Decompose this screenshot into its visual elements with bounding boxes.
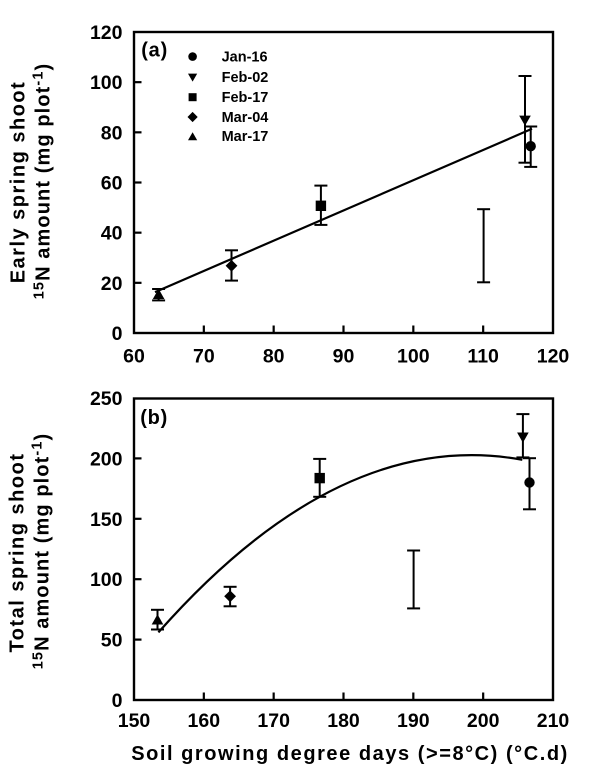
svg-text:15N amount (mg plot-1): 15N amount (mg plot-1) — [29, 433, 53, 670]
svg-text:70: 70 — [193, 345, 215, 367]
svg-text:(b): (b) — [140, 407, 168, 429]
svg-text:50: 50 — [101, 630, 123, 652]
svg-text:60: 60 — [123, 345, 145, 367]
svg-text:160: 160 — [188, 710, 221, 732]
svg-text:0: 0 — [112, 690, 123, 712]
svg-text:Total spring shoot: Total spring shoot — [7, 453, 29, 653]
svg-text:Jan-16: Jan-16 — [222, 49, 268, 65]
svg-text:150: 150 — [90, 509, 123, 531]
svg-text:(a): (a) — [141, 40, 168, 62]
svg-text:150: 150 — [118, 710, 151, 732]
svg-text:90: 90 — [333, 345, 355, 367]
svg-text:Mar-17: Mar-17 — [222, 129, 269, 145]
svg-text:Feb-17: Feb-17 — [222, 90, 269, 106]
svg-text:200: 200 — [90, 448, 123, 470]
svg-text:80: 80 — [263, 345, 285, 367]
svg-text:250: 250 — [90, 388, 123, 410]
svg-text:120: 120 — [90, 22, 123, 44]
svg-text:200: 200 — [467, 710, 500, 732]
svg-text:15N amount (mg plot-1): 15N amount (mg plot-1) — [30, 63, 54, 300]
svg-text:0: 0 — [112, 323, 123, 345]
svg-text:170: 170 — [257, 710, 290, 732]
svg-text:190: 190 — [397, 710, 430, 732]
svg-text:Soil growing degree days (>=8°: Soil growing degree days (>=8°C) (°C.d) — [131, 743, 569, 765]
svg-text:100: 100 — [90, 569, 123, 591]
svg-text:Mar-04: Mar-04 — [222, 110, 269, 126]
svg-text:100: 100 — [90, 72, 123, 94]
svg-text:Feb-02: Feb-02 — [222, 70, 269, 86]
svg-text:Early spring shoot: Early spring shoot — [8, 81, 30, 284]
svg-text:40: 40 — [101, 223, 123, 245]
svg-text:100: 100 — [397, 345, 430, 367]
svg-text:20: 20 — [101, 273, 123, 295]
svg-text:120: 120 — [537, 345, 570, 367]
svg-text:180: 180 — [327, 710, 360, 732]
svg-text:210: 210 — [537, 710, 570, 732]
svg-text:80: 80 — [101, 122, 123, 144]
svg-text:110: 110 — [467, 345, 499, 367]
svg-text:60: 60 — [101, 173, 123, 195]
